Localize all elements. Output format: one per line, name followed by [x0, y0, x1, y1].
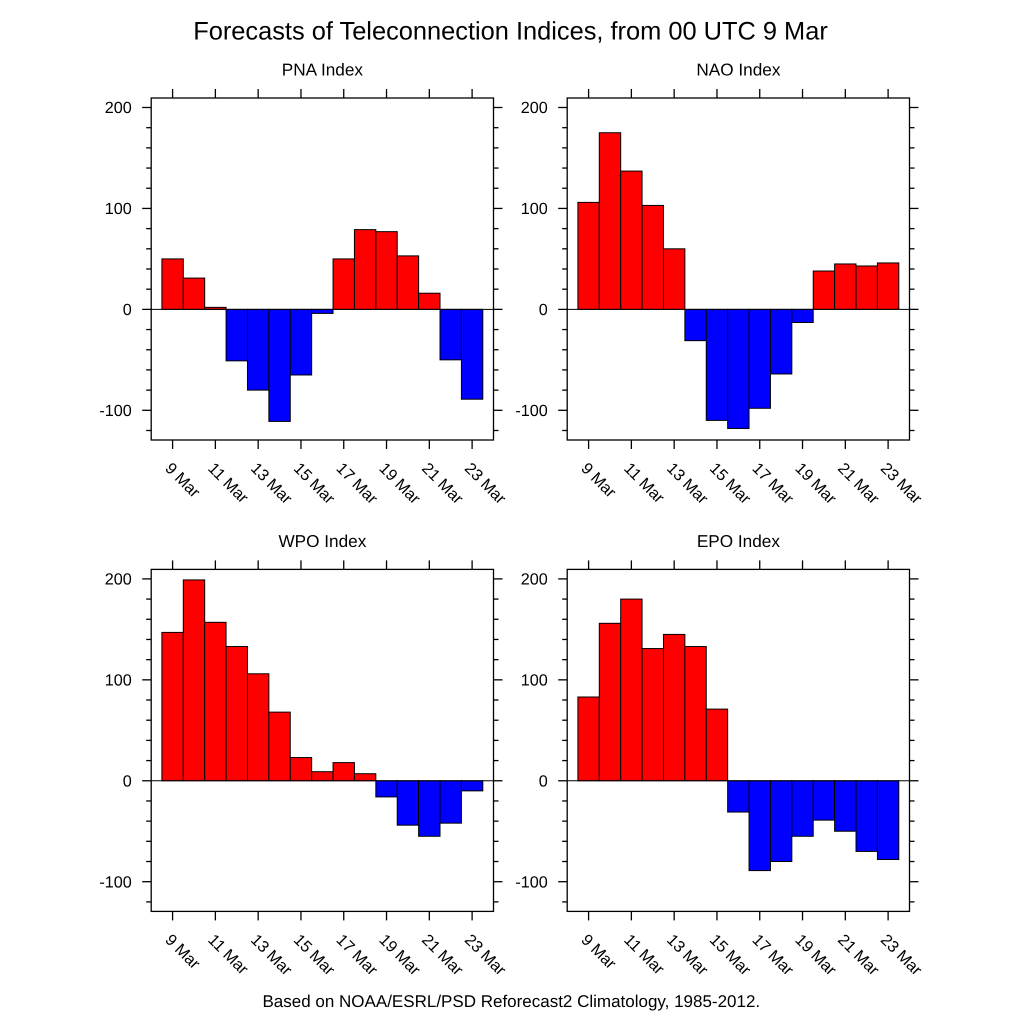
svg-text:NAO Index: NAO Index — [696, 60, 780, 80]
svg-text:0: 0 — [123, 773, 132, 791]
svg-text:0: 0 — [539, 301, 548, 319]
svg-text:Forecasts of Teleconnection In: Forecasts of Teleconnection Indices, fro… — [193, 17, 828, 45]
svg-text:-100: -100 — [515, 402, 547, 420]
svg-text:100: 100 — [521, 672, 548, 690]
svg-text:WPO Index: WPO Index — [278, 531, 366, 551]
svg-text:200: 200 — [521, 571, 548, 589]
svg-text:200: 200 — [105, 99, 132, 117]
svg-text:-100: -100 — [99, 873, 131, 891]
svg-text:Based on NOAA/ESRL/PSD Reforec: Based on NOAA/ESRL/PSD Reforecast2 Clima… — [262, 992, 760, 1011]
svg-text:PNA Index: PNA Index — [282, 60, 364, 80]
svg-text:-100: -100 — [99, 402, 131, 420]
svg-text:200: 200 — [105, 571, 132, 589]
svg-text:100: 100 — [521, 200, 548, 218]
svg-text:EPO Index: EPO Index — [697, 531, 781, 551]
svg-text:100: 100 — [105, 200, 132, 218]
svg-text:0: 0 — [123, 301, 132, 319]
svg-text:100: 100 — [105, 672, 132, 690]
svg-text:0: 0 — [539, 773, 548, 791]
svg-text:200: 200 — [521, 99, 548, 117]
svg-text:-100: -100 — [515, 873, 547, 891]
